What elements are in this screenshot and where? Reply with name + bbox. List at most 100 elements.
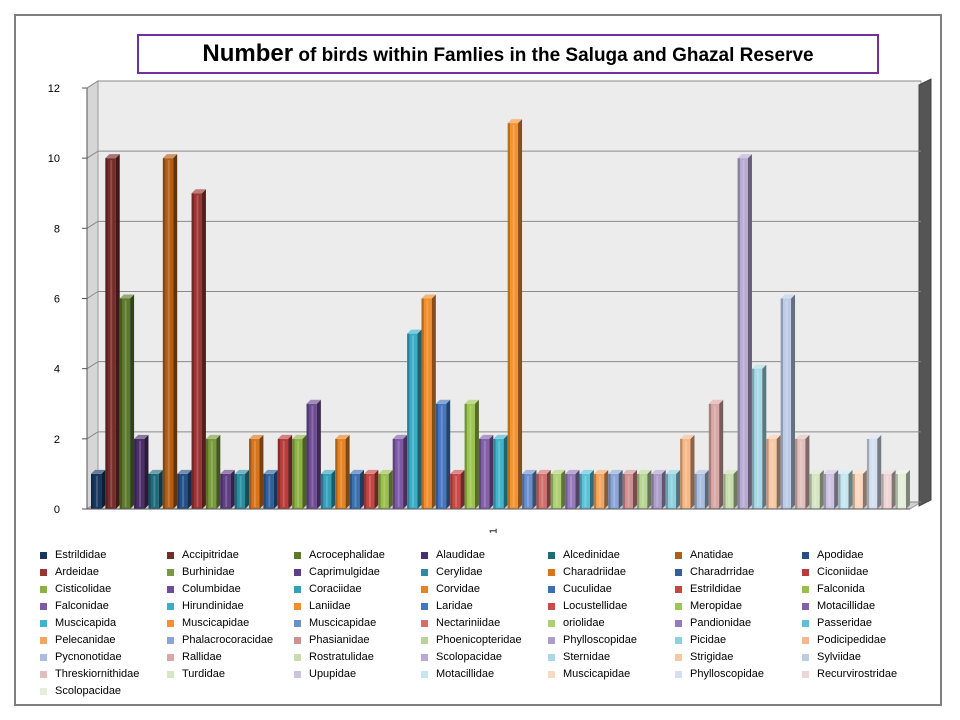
bar-shade (780, 298, 783, 509)
legend-label: Falconidae (55, 600, 109, 612)
bar-body (838, 473, 849, 509)
legend-item: Estrildidae (40, 547, 167, 563)
bar-body (378, 473, 389, 509)
bar-top (565, 469, 580, 474)
legend-item: Phylloscopidae (675, 666, 802, 682)
bar-highlight (814, 475, 817, 507)
legend-swatch (294, 670, 301, 678)
legend-item: Pandionidae (675, 615, 802, 631)
bar-body (205, 438, 217, 509)
legend-swatch (421, 653, 428, 661)
bar-highlight (412, 335, 414, 507)
gridline-depth (86, 291, 99, 299)
bar-highlight (325, 475, 328, 507)
bar-highlight (627, 475, 630, 507)
legend-item: Charadrridae (675, 564, 802, 580)
legend-swatch (548, 602, 555, 610)
legend-item: Muscicapidae (548, 666, 675, 682)
bar-body (407, 333, 418, 509)
bar (263, 469, 278, 509)
legend-label: Podicipedidae (817, 634, 887, 646)
bar (177, 469, 192, 509)
legend-label: Ardeidae (55, 566, 100, 578)
bar-top (134, 434, 149, 439)
legend-label: Nectariniidae (436, 617, 501, 629)
bar-highlight (340, 440, 343, 507)
bar (392, 434, 408, 509)
bar-body (364, 473, 375, 509)
legend-swatch (40, 653, 47, 661)
legend-label: Phoenicopteridae (436, 634, 522, 646)
legend-label: Pelecanidae (55, 634, 116, 646)
bar-body (608, 473, 619, 509)
legend-swatch (294, 568, 301, 576)
legend-swatch (294, 551, 301, 559)
bar-body (478, 438, 490, 509)
legend-swatch (167, 585, 174, 593)
bar-body (866, 438, 878, 509)
bar-side (288, 434, 293, 509)
bar (91, 469, 106, 509)
bar (522, 469, 537, 509)
legend-item: Alcedinidae (548, 547, 675, 563)
bar (335, 434, 350, 509)
legend-label: Locustellidae (563, 600, 628, 612)
legend-label: Rallidae (182, 651, 222, 663)
legend-label: Laridae (436, 600, 473, 612)
bar-highlight (498, 440, 501, 507)
bar-body (708, 403, 720, 509)
bar-top (723, 469, 738, 474)
legend-item: Pycnonotidae (40, 649, 167, 665)
bar-body (579, 473, 590, 509)
bar-side (618, 469, 623, 509)
bar (823, 469, 839, 509)
bar-top (220, 469, 235, 474)
bar-side (719, 399, 724, 509)
legend-label: Strigidae (690, 651, 734, 663)
bar-body (249, 438, 260, 509)
legend-item: Hirundinidae (167, 598, 294, 614)
bar-highlight (210, 440, 213, 507)
bar-top (823, 469, 839, 474)
bar-top (694, 469, 709, 474)
bar-shade (220, 473, 223, 509)
bar-body (622, 473, 633, 509)
bar (665, 469, 681, 509)
legend-label: Estrildidae (690, 583, 742, 595)
y-tick-label: 12 (48, 83, 60, 95)
bar-highlight (225, 475, 228, 507)
legend-item: Corvidae (421, 581, 548, 597)
y-tick-label: 0 (54, 504, 60, 516)
bar-side (632, 469, 637, 509)
legend-label: Upupidae (309, 668, 357, 680)
bar-shade (177, 473, 180, 509)
legend-label: Pycnonotidae (55, 651, 122, 663)
bar (651, 469, 666, 509)
bar (708, 399, 724, 509)
bar-side (733, 469, 738, 509)
legend-label: Motacillidae (436, 668, 495, 680)
bar-top (119, 294, 135, 299)
bar-highlight (354, 475, 357, 507)
x-axis: 1 (87, 508, 910, 534)
bar-top (593, 469, 609, 474)
bar-shade (277, 438, 281, 509)
legend-label: Phalacrocoracidae (182, 634, 274, 646)
bar (795, 434, 810, 509)
bar-shade (450, 473, 453, 509)
bar-side (460, 469, 465, 509)
bar-side (776, 434, 781, 509)
bar-shade (162, 158, 166, 509)
legend-item: Sylviidae (802, 649, 929, 665)
bar-shade (306, 403, 309, 509)
legend-item: Rallidae (167, 649, 294, 665)
bar-side (173, 154, 178, 509)
legend-label: Laniidae (309, 600, 351, 612)
bar-top (493, 434, 508, 439)
legend-label: Muscicapida (55, 617, 117, 629)
legend-swatch (167, 653, 174, 661)
legend-label: Coraciidae (309, 583, 362, 595)
legend-label: oriolidae (563, 617, 605, 629)
bar (162, 154, 178, 509)
bar-top (895, 469, 910, 474)
